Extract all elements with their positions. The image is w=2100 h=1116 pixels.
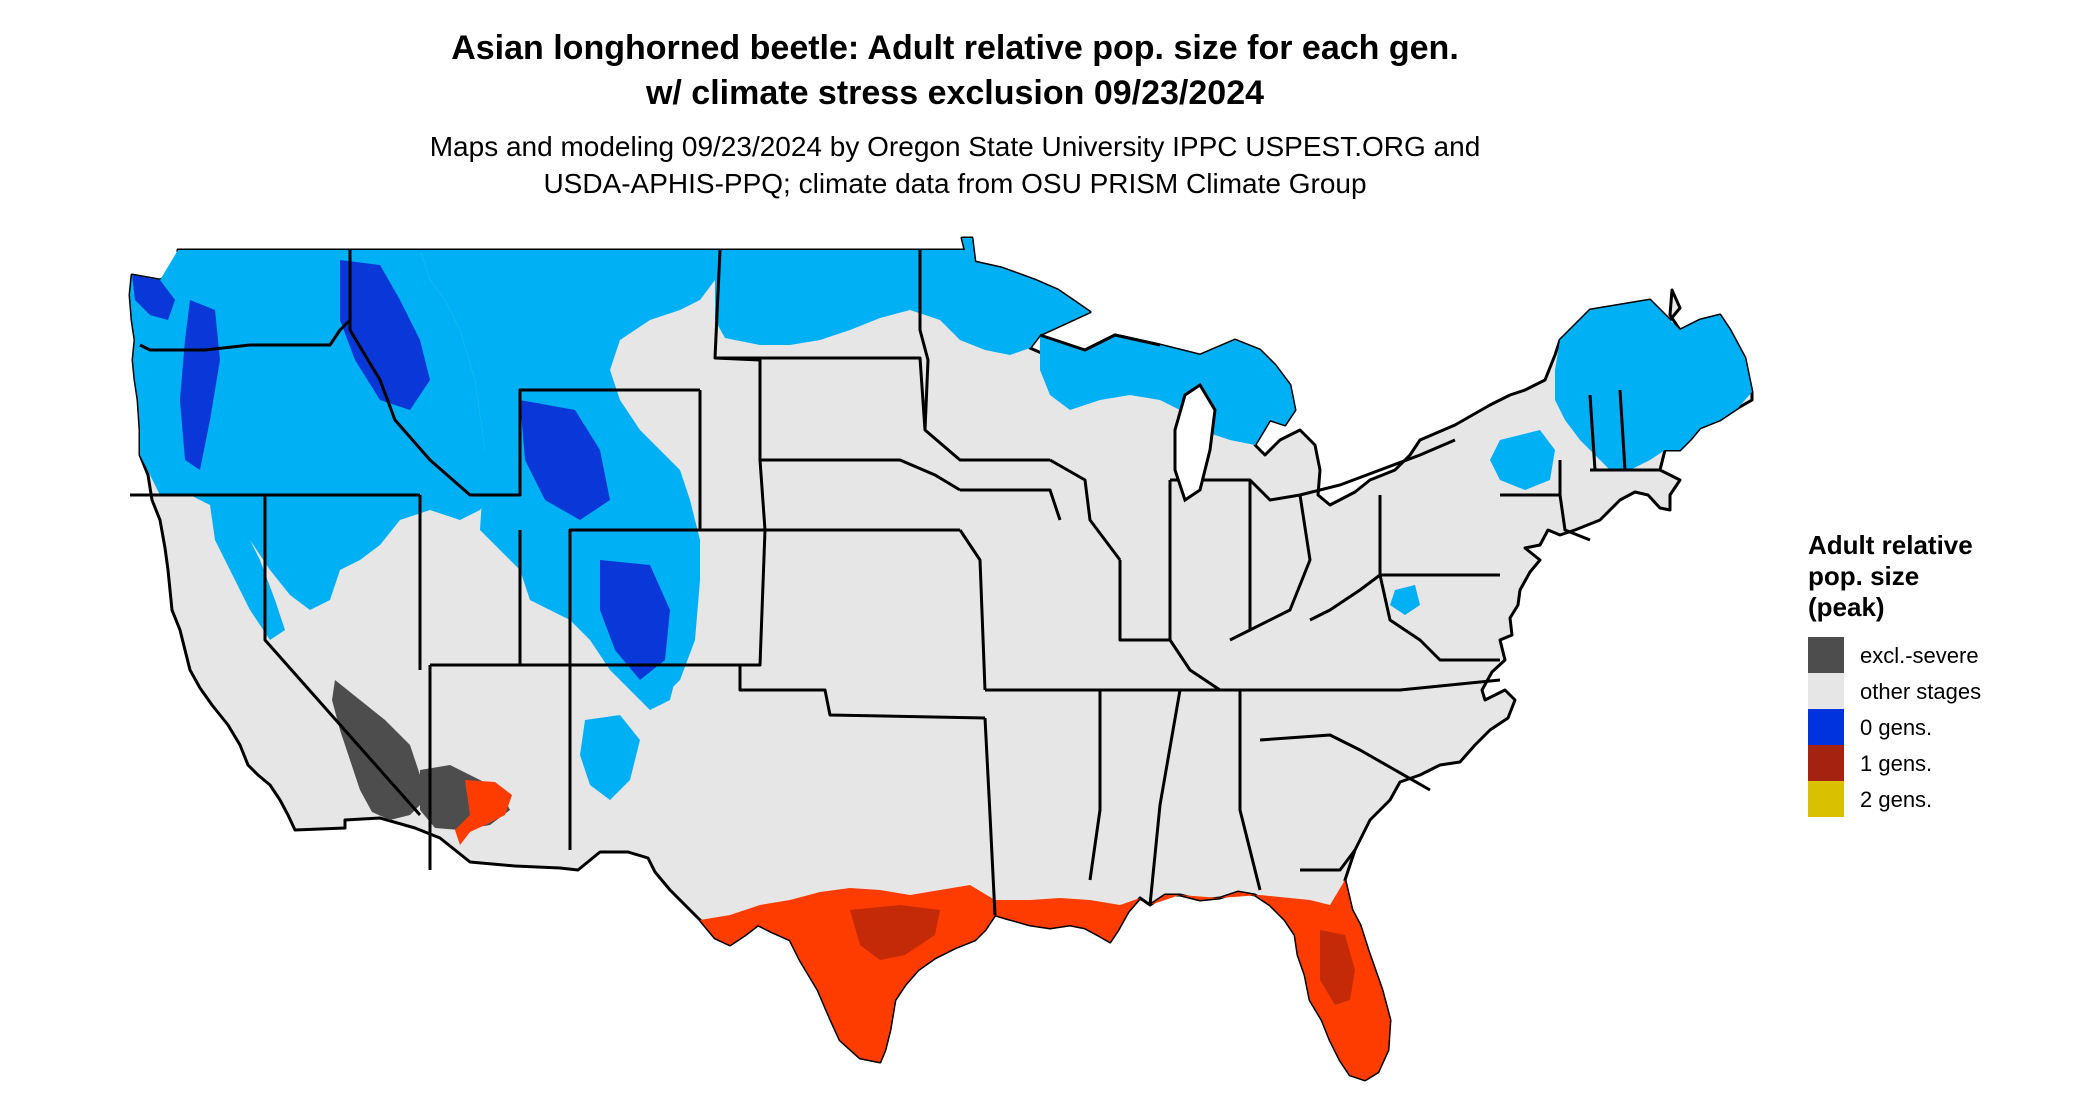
us-map bbox=[128, 236, 1754, 1082]
legend-item-excl-severe: excl.-severe bbox=[1808, 637, 2068, 673]
subtitle-line-1: Maps and modeling 09/23/2024 by Oregon S… bbox=[429, 131, 1481, 162]
lake-erie-shore bbox=[1299, 438, 1456, 497]
blue-zone-adirondack bbox=[1490, 430, 1555, 490]
dark-red-texas bbox=[850, 905, 940, 960]
dark-red-florida bbox=[1320, 930, 1355, 1005]
one-gen-arizona bbox=[455, 780, 512, 845]
blue-zone-north-dakota-minnesota bbox=[715, 238, 1090, 355]
legend-label-2-gens: 2 gens. bbox=[1860, 787, 1933, 812]
legend-swatch-other-stages bbox=[1808, 673, 1844, 709]
dark-blue-idaho bbox=[340, 260, 430, 410]
map-title: Asian longhorned beetle: Adult relative … bbox=[0, 26, 1910, 116]
dark-blue-colorado bbox=[600, 560, 670, 680]
one-gen-texas-coast bbox=[700, 885, 995, 1062]
excl-severe-desert bbox=[332, 680, 425, 820]
blue-zone-appalachian bbox=[1390, 585, 1420, 615]
dark-blue-wyoming bbox=[520, 400, 610, 520]
lake-superior-shore bbox=[1039, 333, 1161, 352]
subtitle-line-2: USDA-APHIS-PPQ; climate data from OSU PR… bbox=[543, 168, 1367, 199]
legend-swatch-excl-severe bbox=[1808, 637, 1844, 673]
legend-swatch-1-gens bbox=[1808, 745, 1844, 781]
legend-item-1-gens: 1 gens. bbox=[1808, 745, 2068, 781]
legend-items: excl.-severe other stages 0 gens. 1 gens… bbox=[1808, 637, 2068, 817]
blue-zone-upper-michigan bbox=[1040, 335, 1295, 445]
legend-title-line-1: Adult relative bbox=[1808, 530, 1973, 560]
blue-zone-northeast bbox=[1555, 300, 1752, 470]
state-borders bbox=[130, 249, 1660, 916]
legend-swatch-2-gens bbox=[1808, 781, 1844, 817]
title-line-1: Asian longhorned beetle: Adult relative … bbox=[451, 29, 1459, 67]
blue-zone-newmexico-mtn bbox=[580, 715, 640, 800]
legend-label-0-gens: 0 gens. bbox=[1860, 715, 1933, 740]
dark-blue-olympic bbox=[132, 275, 175, 320]
map-subtitle: Maps and modeling 09/23/2024 by Oregon S… bbox=[0, 128, 1910, 202]
title-line-2: w/ climate stress exclusion 09/23/2024 bbox=[645, 74, 1265, 112]
legend-label-excl-severe: excl.-severe bbox=[1860, 643, 1979, 668]
dark-blue-cascades bbox=[180, 300, 220, 470]
legend-item-2-gens: 2 gens. bbox=[1808, 781, 2068, 817]
legend-title-line-2: pop. size bbox=[1808, 561, 1920, 591]
legend-label-other-stages: other stages bbox=[1860, 679, 1982, 704]
legend-item-0-gens: 0 gens. bbox=[1808, 709, 2068, 745]
lake-michigan bbox=[1173, 382, 1217, 503]
legend-title: Adult relative pop. size (peak) bbox=[1808, 530, 2068, 623]
one-gen-florida bbox=[1150, 880, 1390, 1080]
legend-swatch-0-gens bbox=[1808, 709, 1844, 745]
legend-label-1-gens: 1 gens. bbox=[1860, 751, 1933, 776]
legend: Adult relative pop. size (peak) excl.-se… bbox=[1808, 530, 2068, 817]
legend-item-other-stages: other stages bbox=[1808, 673, 2068, 709]
legend-title-line-3: (peak) bbox=[1808, 592, 1885, 622]
one-gen-louisiana-coast bbox=[995, 898, 1140, 942]
